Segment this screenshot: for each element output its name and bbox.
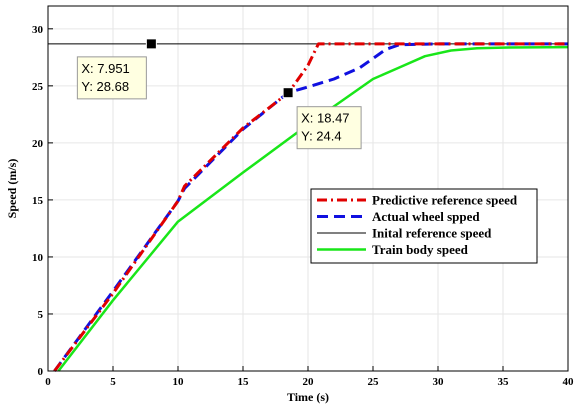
x-axis-label: Time (s) [287, 390, 329, 404]
datatip-marker [282, 87, 294, 99]
y-tick-label: 25 [32, 81, 44, 93]
ticks: 0 5 10 15 20 25 30 35 40 0 5 10 15 20 25 30 [32, 24, 574, 388]
datatip-x: X: 18.47 [301, 111, 349, 126]
x-tick-label: 35 [498, 376, 510, 388]
x-tick-label: 25 [368, 376, 380, 388]
legend-label-1: Actual wheel spped [372, 209, 480, 224]
x-tick-label: 15 [238, 376, 250, 388]
y-tick-label: 5 [38, 309, 44, 321]
y-tick-label: 0 [38, 366, 44, 378]
datatip-y: Y: 24.4 [301, 129, 341, 144]
x-tick-label: 5 [110, 376, 116, 388]
datatip-marker [145, 38, 157, 50]
datatip-y: Y: 28.68 [81, 79, 129, 94]
datatip-box [76, 56, 147, 100]
y-tick-label: 30 [32, 24, 44, 36]
x-tick-label: 40 [563, 376, 575, 388]
legend-label-0: Predictive reference speed [372, 193, 518, 208]
x-tick-label: 0 [45, 376, 51, 388]
series-line-1 [53, 42, 568, 372]
y-tick-label: 10 [32, 252, 44, 264]
legend-label-3: Train body speed [372, 242, 469, 257]
datatips: X: 7.951 Y: 28.68 X: 18.47 Y: 24.4 [76, 38, 362, 150]
datatip-x: X: 7.951 [81, 61, 129, 76]
x-tick-label: 20 [303, 376, 315, 388]
y-tick-label: 20 [32, 138, 44, 150]
x-tick-label: 10 [173, 376, 185, 388]
datatip-box [296, 106, 362, 150]
x-tick-label: 30 [433, 376, 445, 388]
series-line-3 [57, 45, 569, 372]
series-line-0 [53, 42, 568, 372]
y-tick-label: 15 [32, 195, 44, 207]
y-axis-label: Speed (m/s) [5, 159, 19, 219]
series-layer [48, 42, 569, 372]
legend-label-2: Inital reference speed [372, 226, 492, 241]
